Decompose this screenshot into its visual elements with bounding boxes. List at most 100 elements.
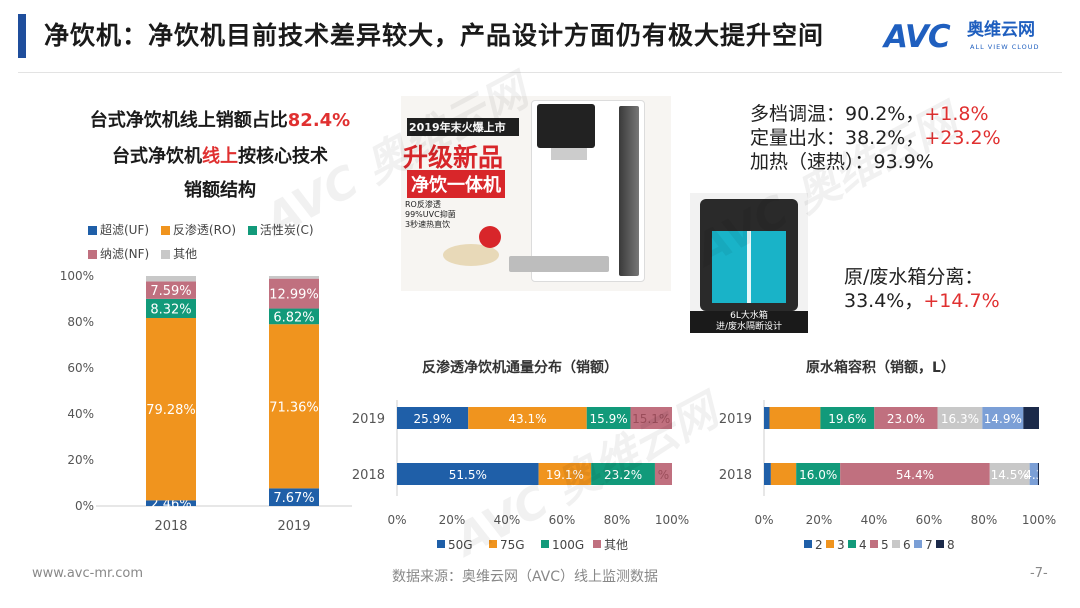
legend-swatch bbox=[848, 540, 856, 548]
data-label: 7.59% bbox=[150, 284, 191, 299]
data-label: 43.1% bbox=[508, 412, 546, 426]
promo-banner-text: 2019年末火爆上市 bbox=[409, 121, 506, 134]
bar-segment bbox=[269, 278, 319, 309]
legend-label: 75G bbox=[500, 538, 525, 552]
legend-swatch bbox=[914, 540, 922, 548]
left-heading-line1: 台式净饮机线上销额占比82.4% bbox=[70, 106, 370, 132]
stat-delta: +1.8% bbox=[924, 103, 989, 125]
bar-segment bbox=[874, 407, 938, 429]
x-tick-label: 20% bbox=[439, 513, 466, 527]
legend-label: 6 bbox=[903, 538, 911, 552]
legend-item-other: 其他 bbox=[161, 247, 197, 261]
bar-segment bbox=[269, 324, 319, 489]
data-label: 15.9% bbox=[590, 412, 628, 426]
data-label: 51.5% bbox=[449, 468, 487, 482]
x-tick-label: 2018 bbox=[154, 519, 187, 534]
bar-segment bbox=[397, 463, 539, 485]
legend-swatch bbox=[541, 540, 549, 548]
promo-banner bbox=[407, 118, 519, 136]
data-label: 23.2% bbox=[604, 468, 642, 482]
x-tick-label: 0% bbox=[387, 513, 406, 527]
legend-swatch bbox=[936, 540, 944, 548]
bar-segment bbox=[146, 276, 196, 282]
data-label: 54.4% bbox=[896, 468, 934, 482]
legend-swatch bbox=[826, 540, 834, 548]
promo-feature1: RO反渗透 bbox=[405, 200, 441, 209]
bar-segment bbox=[1029, 463, 1038, 485]
data-label: 6.82% bbox=[273, 310, 314, 325]
x-tick-label: 100% bbox=[1022, 513, 1056, 527]
bar-segment bbox=[840, 463, 990, 485]
logo-en: ALL VIEW CLOUD bbox=[970, 43, 1040, 51]
logo-cn: 奥维云网 bbox=[967, 20, 1035, 40]
chart-ro-flux: 25.9% 43.1% 15.9% 15.1% 2019 51.5% 19.1% 23.2%%… bbox=[352, 400, 689, 552]
bar-segment bbox=[146, 500, 196, 506]
legend-label: 活性炭(C) bbox=[259, 223, 314, 237]
y-tick-label: 60% bbox=[67, 361, 94, 375]
bar-segment bbox=[764, 463, 771, 485]
y-tick-label: 20% bbox=[67, 453, 94, 467]
bar-segment bbox=[654, 463, 672, 485]
legend-label: 反渗透(RO) bbox=[172, 223, 237, 237]
avc-logo: AVC 奥维云网 ALL VIEW CLOUD bbox=[884, 18, 1060, 56]
data-label: 71.36% bbox=[269, 400, 319, 415]
legend-swatch bbox=[870, 540, 878, 548]
data-label: 14.9% bbox=[984, 412, 1022, 426]
legend-swatch bbox=[489, 540, 497, 548]
y-tick-label: 0% bbox=[75, 499, 94, 513]
data-label: % bbox=[658, 468, 669, 482]
stat-tank-title: 原/废水箱分离： bbox=[844, 266, 984, 288]
legend-swatch bbox=[593, 540, 601, 548]
footer-page: -7- bbox=[1030, 566, 1048, 581]
x-tick-label: 80% bbox=[971, 513, 998, 527]
data-label: 2.46% bbox=[150, 497, 191, 512]
heading-part-a: 台式净饮机 bbox=[112, 146, 202, 167]
promo-feature2: 99%UVC抑菌 bbox=[405, 210, 456, 219]
x-tick-label: 60% bbox=[549, 513, 576, 527]
y-tick-label: 40% bbox=[67, 407, 94, 421]
x-tick-label: 0% bbox=[754, 513, 773, 527]
data-label: 23.0% bbox=[887, 412, 925, 426]
legend-swatch bbox=[892, 540, 900, 548]
legend-item-ro: 反渗透(RO) bbox=[160, 223, 237, 237]
stat-delta: +23.2% bbox=[924, 127, 1001, 149]
bar-segment bbox=[269, 308, 319, 325]
legend-item-uf: 超滤(UF) bbox=[88, 223, 149, 237]
legend-item-c: 活性炭(C) bbox=[247, 223, 314, 237]
legend-label: 超滤(UF) bbox=[100, 223, 150, 237]
bar-segment bbox=[989, 463, 1030, 485]
stat-tank-separation: 33.4%，+14.7% bbox=[844, 289, 1000, 313]
x-tick-label: 40% bbox=[494, 513, 521, 527]
chart3-title: 原水箱容积（销额，L） bbox=[806, 360, 955, 376]
promo-headline1: 升级新品 bbox=[403, 143, 504, 172]
legend-label: 8 bbox=[947, 538, 955, 552]
bar-segment bbox=[1023, 407, 1039, 429]
data-label: 16.3% bbox=[941, 412, 979, 426]
data-label: 8.32% bbox=[150, 302, 191, 317]
bar-segment bbox=[146, 317, 196, 501]
stat-heating: 加热（速热）：93.9% bbox=[750, 151, 934, 173]
title-accent-bar bbox=[18, 14, 26, 58]
bar-segment bbox=[538, 463, 592, 485]
bar-segment bbox=[468, 407, 587, 429]
bar-segment bbox=[269, 276, 319, 279]
data-label: 79.28% bbox=[146, 403, 196, 418]
legend-label: 4 bbox=[859, 538, 867, 552]
bar-segment bbox=[764, 407, 770, 429]
legend-label: 50G bbox=[448, 538, 473, 552]
legend-swatch bbox=[437, 540, 445, 548]
heading-part-online: 线上 bbox=[202, 146, 238, 167]
data-label: 14.5% bbox=[991, 468, 1029, 482]
logo-mark: AVC bbox=[884, 19, 951, 55]
y-tick-label: 80% bbox=[67, 315, 94, 329]
bar-segment bbox=[591, 463, 655, 485]
footer-site: www.avc-mr.com bbox=[32, 566, 144, 581]
promo-feature3: 3秒速热直饮 bbox=[405, 220, 451, 229]
chart2-title: 反渗透净饮机通量分布（销额） bbox=[422, 360, 618, 376]
footer-source: 数据来源：奥维云网（AVC）线上监测数据 bbox=[392, 569, 659, 585]
tank-caption-line2: 进/废水隔断设计 bbox=[715, 322, 783, 332]
tank-caption-line1: 6L大水箱 bbox=[730, 311, 768, 321]
x-tick-label: 80% bbox=[604, 513, 631, 527]
y-tick-label: 100% bbox=[60, 269, 94, 283]
